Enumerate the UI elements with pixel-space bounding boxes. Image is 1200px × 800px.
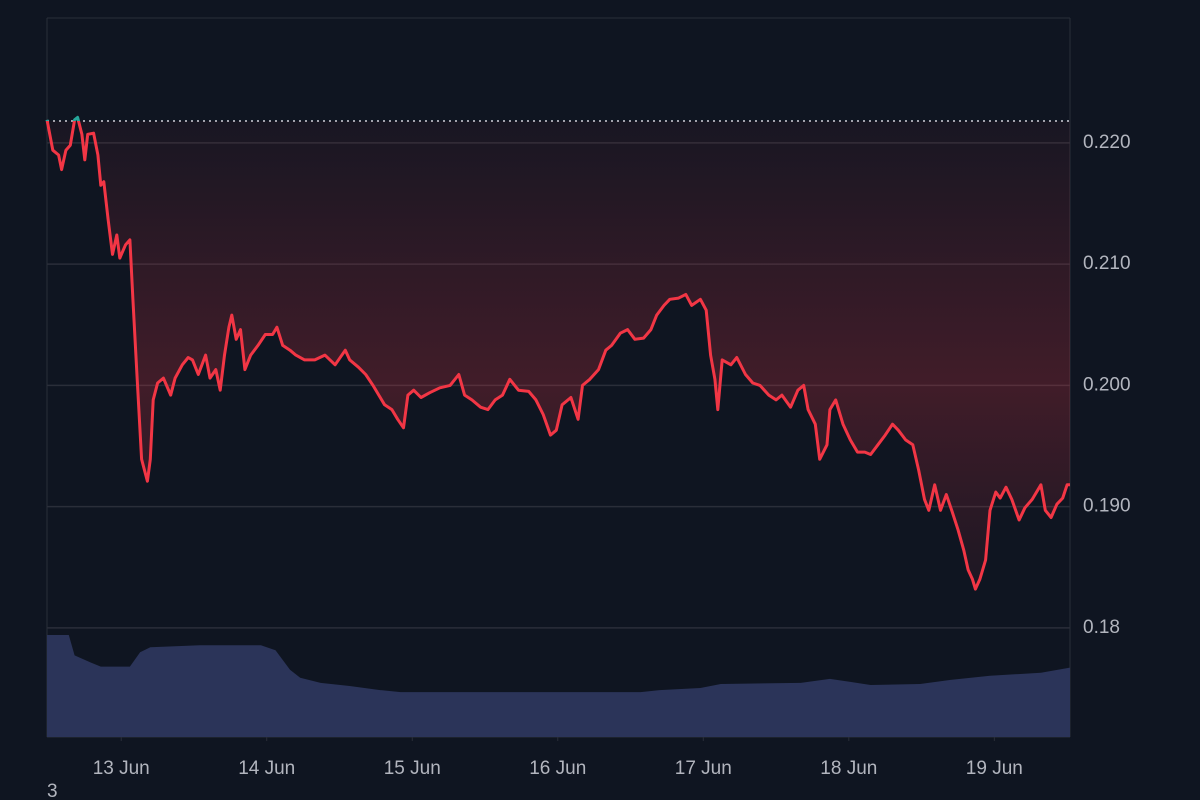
x-tick-label: 19 Jun — [966, 758, 1023, 779]
x-tick-label: 15 Jun — [384, 758, 441, 779]
line-area — [47, 121, 1070, 590]
y-tick-label: 0.18 — [1083, 617, 1120, 638]
x-tick-label: 16 Jun — [529, 758, 586, 779]
x-tick-label: 14 Jun — [238, 758, 295, 779]
y-tick-label: 0.190 — [1083, 496, 1131, 517]
y-tick-label: 0.220 — [1083, 132, 1131, 153]
volume-area — [47, 635, 1070, 737]
x-tick-label: 13 Jun — [93, 758, 150, 779]
y-tick-label: 0.210 — [1083, 253, 1131, 274]
price-line — [45, 121, 1070, 591]
x-tick-label: 17 Jun — [675, 758, 732, 779]
y-tick-label: 0.200 — [1083, 374, 1131, 395]
corner-text: 3 — [47, 781, 58, 800]
x-tick-label: 18 Jun — [820, 758, 877, 779]
